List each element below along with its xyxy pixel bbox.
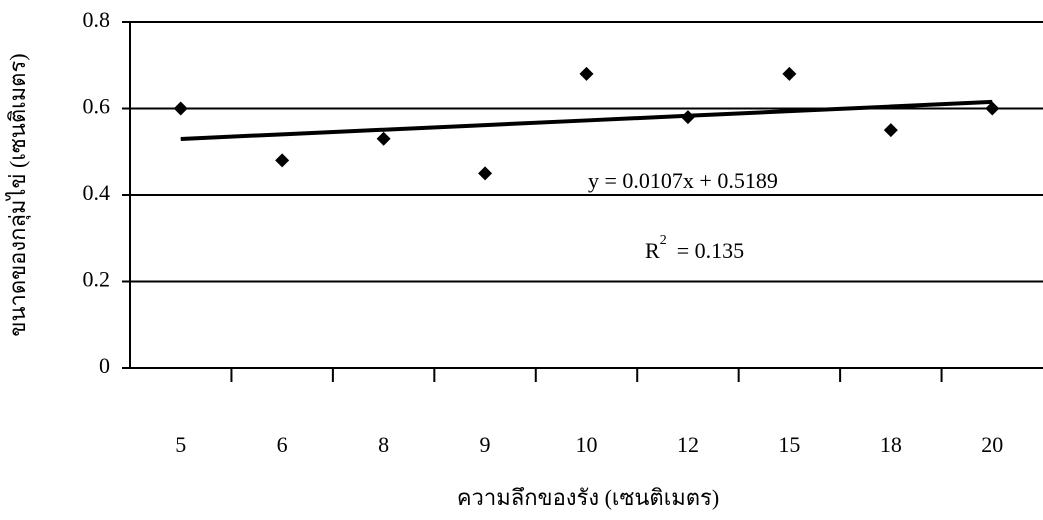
y-axis-title: ขนาดของกลุ่มไข่ (เซนติเมตร) — [5, 53, 31, 336]
x-tick-label: 10 — [576, 432, 598, 457]
x-tick-label: 18 — [880, 432, 902, 457]
trendline — [181, 102, 993, 139]
data-point — [681, 110, 695, 124]
data-point — [478, 166, 492, 180]
data-point — [884, 123, 898, 137]
page: ขนาดของกลุ่มไข่ (เซนติเมตร) ความลึกของรั… — [0, 0, 1043, 520]
data-point — [377, 132, 391, 146]
chart: ขนาดของกลุ่มไข่ (เซนติเมตร) ความลึกของรั… — [0, 0, 1043, 520]
x-tick-label: 5 — [175, 432, 186, 457]
x-tick-label: 6 — [277, 432, 288, 457]
r-squared: R2 = 0.135 — [645, 233, 744, 263]
x-tick-label: 8 — [378, 432, 389, 457]
x-tick-label: 9 — [480, 432, 491, 457]
x-tick-label: 20 — [981, 432, 1003, 457]
r-squared-exponent: 2 — [660, 233, 667, 248]
data-point — [275, 153, 289, 167]
data-point — [174, 102, 188, 116]
x-tick-label: 15 — [778, 432, 800, 457]
y-tick-label: 0.2 — [83, 267, 111, 292]
r-squared-value: = 0.135 — [677, 238, 744, 263]
x-axis-title: ความลึกของรัง (เซนติเมตร) — [457, 485, 719, 510]
y-tick-label: 0 — [99, 353, 110, 378]
data-point — [782, 67, 796, 81]
x-tick-label: 12 — [677, 432, 699, 457]
y-tick-label: 0.4 — [83, 180, 111, 205]
data-point — [580, 67, 594, 81]
y-tick-label: 0.6 — [83, 94, 111, 119]
y-tick-label: 0.8 — [83, 7, 111, 32]
r-squared-base: R — [645, 238, 660, 263]
equation: y = 0.0107x + 0.5189 — [588, 168, 778, 193]
